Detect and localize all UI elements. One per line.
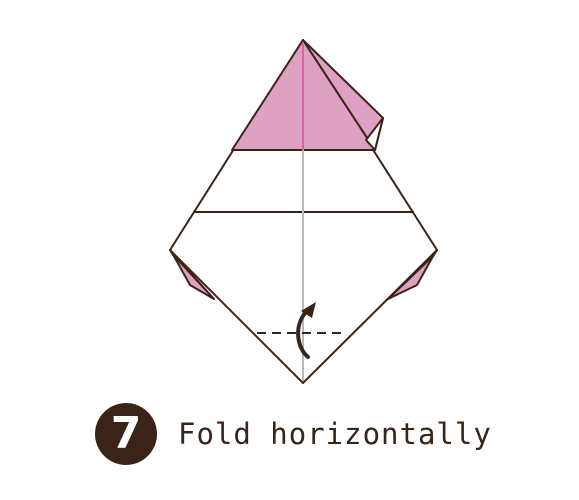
step-instruction: Fold horizontally [178,417,492,451]
top-side-flap-tip [365,117,384,151]
step-number: 7 [110,408,142,459]
inner-edge-right [387,257,432,300]
step-number-badge: 7 [95,403,157,465]
curved-arrow-up-icon [296,302,316,359]
inner-edge-left [175,257,215,300]
